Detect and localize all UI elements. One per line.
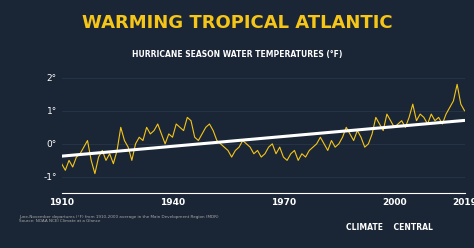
Text: CLIMATE    CENTRAL: CLIMATE CENTRAL <box>346 223 433 232</box>
Text: June-November departures (°F) from 1910-2000 average in the Main Development Reg: June-November departures (°F) from 1910-… <box>19 215 219 223</box>
Text: HURRICANE SEASON WATER TEMPERATURES (°F): HURRICANE SEASON WATER TEMPERATURES (°F) <box>132 50 342 59</box>
Text: WARMING TROPICAL ATLANTIC: WARMING TROPICAL ATLANTIC <box>82 14 392 32</box>
